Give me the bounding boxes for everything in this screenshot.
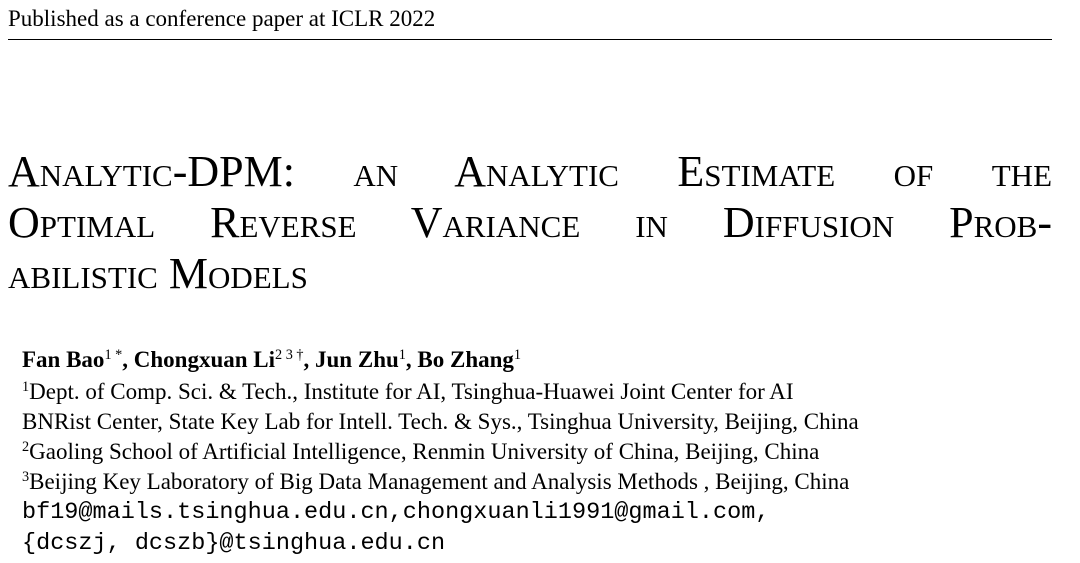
separator: , bbox=[303, 347, 310, 372]
author: Bo Zhang1 bbox=[417, 347, 521, 372]
author-name: Jun Zhu bbox=[315, 347, 399, 372]
affiliation-mark: 3 bbox=[22, 469, 30, 486]
author-mark: 2 3 † bbox=[275, 347, 304, 364]
affiliation: 2Gaoling School of Artificial Intelligen… bbox=[22, 437, 859, 467]
email-line: {dcszj, dcszb}@tsinghua.edu.cn bbox=[22, 530, 446, 557]
title: Analytic-DPM: an Analytic Estimate of th… bbox=[8, 146, 1052, 299]
separator: , bbox=[122, 347, 128, 372]
email-line: bf19@mails.tsinghua.edu.cn,chongxuanli19… bbox=[22, 499, 770, 526]
author-mark: 1 * bbox=[104, 347, 123, 364]
author: Fan Bao1 *, bbox=[22, 347, 134, 372]
author: Jun Zhu1, bbox=[315, 347, 417, 372]
header-rule bbox=[8, 39, 1052, 40]
affiliation: BNRist Center, State Key Lab for Intell.… bbox=[22, 407, 859, 437]
affiliation-text: Dept. of Comp. Sci. & Tech., Institute f… bbox=[29, 379, 794, 404]
affiliations: 1Dept. of Comp. Sci. & Tech., Institute … bbox=[22, 377, 859, 497]
affiliation-mark: 2 bbox=[22, 439, 30, 456]
affiliation-text: Gaoling School of Artificial Intelligenc… bbox=[29, 439, 820, 464]
authors: Fan Bao1 *, Chongxuan Li2 3 †, Jun Zhu1,… bbox=[22, 347, 521, 373]
affiliation-mark: 1 bbox=[22, 379, 30, 396]
emails: bf19@mails.tsinghua.edu.cn,chongxuanli19… bbox=[22, 497, 769, 559]
title-line: Optimal Reverse Variance in Diffusion Pr… bbox=[8, 198, 1052, 247]
affiliation: 3Beijing Key Laboratory of Big Data Mana… bbox=[22, 467, 859, 497]
author-name: Fan Bao bbox=[22, 347, 105, 372]
author: Chongxuan Li2 3 †, bbox=[134, 347, 315, 372]
separator: , bbox=[405, 347, 412, 372]
author-name: Bo Zhang bbox=[417, 347, 514, 372]
affiliation-text: BNRist Center, State Key Lab for Intell.… bbox=[22, 409, 859, 434]
author-mark: 1 bbox=[513, 347, 522, 364]
affiliation: 1Dept. of Comp. Sci. & Tech., Institute … bbox=[22, 377, 859, 407]
affiliation-text: Beijing Key Laboratory of Big Data Manag… bbox=[29, 469, 850, 494]
title-line: Analytic-DPM: an Analytic Estimate of th… bbox=[8, 147, 1052, 196]
author-mark: 1 bbox=[398, 347, 406, 364]
title-line: abilistic Models bbox=[8, 249, 308, 298]
running-header: Published as a conference paper at ICLR … bbox=[8, 6, 436, 31]
author-name: Chongxuan Li bbox=[133, 347, 276, 372]
